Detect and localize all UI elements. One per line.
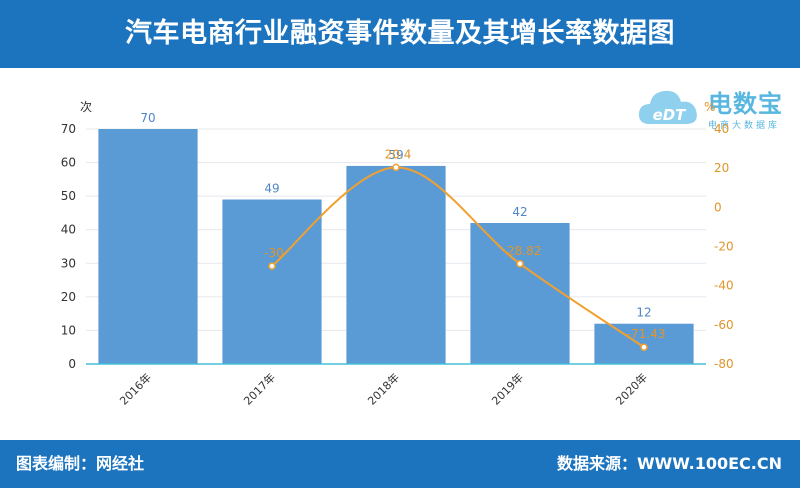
bar — [346, 165, 446, 364]
left-axis-unit: 次 — [80, 100, 92, 114]
right-tick-label: 0 — [714, 200, 722, 214]
x-tick-label: 2019年 — [489, 370, 526, 407]
growth-rate-label: 20.4 — [385, 147, 412, 161]
x-tick-label: 2016年 — [117, 370, 154, 407]
x-tick-label: 2017年 — [241, 370, 278, 407]
right-tick-label: 40 — [714, 122, 729, 136]
bar-layer: 70 49 59 42 12 — [98, 111, 694, 364]
growth-rate-point — [640, 343, 648, 351]
x-tick-label: 2018年 — [365, 370, 402, 407]
growth-rate-label: -30 — [264, 246, 284, 260]
left-tick-label: 10 — [61, 323, 76, 337]
left-tick-label: 0 — [68, 357, 76, 371]
logo-subtitle: 电商大数据库 — [708, 121, 781, 131]
bar — [222, 199, 322, 364]
footer-source-left: 图表编制：网经社 — [16, 454, 145, 473]
left-tick-label: 60 — [61, 156, 76, 170]
bar-value-label: 70 — [140, 111, 155, 125]
bar-value-label: 49 — [264, 182, 279, 196]
left-tick-label: 30 — [61, 256, 76, 270]
growth-rate-point — [392, 163, 400, 172]
chart-title: 汽车电商行业融资事件数量及其增长率数据图 — [125, 18, 675, 49]
bar-value-label: 59 — [388, 148, 403, 162]
header-bar — [0, 0, 800, 68]
bar — [98, 129, 198, 364]
cloud-logo-icon — [638, 90, 697, 124]
footer-bar: 图表编制：网经社 数据来源：WWW.100EC.CN — [0, 440, 800, 488]
left-tick-label: 70 — [61, 122, 76, 136]
bar — [470, 223, 570, 364]
footer-source-right: 数据来源：WWW.100EC.CN — [556, 454, 782, 473]
right-tick-label: -20 — [714, 240, 734, 254]
x-tick-label: 2020年 — [613, 370, 650, 407]
right-tick-label: -40 — [714, 279, 734, 293]
right-tick-label: -60 — [714, 318, 734, 332]
growth-rate-point — [516, 260, 524, 268]
growth-rate-label: -28.82 — [503, 244, 542, 258]
right-tick-label: 20 — [714, 161, 729, 175]
bar-value-label: 42 — [512, 205, 527, 219]
left-tick-label: 50 — [61, 189, 76, 203]
left-tick-label: 40 — [61, 223, 76, 237]
logo-cloud-text: eDT — [652, 106, 686, 124]
left-tick-label: 20 — [61, 290, 76, 304]
right-tick-label: -80 — [714, 357, 734, 371]
bar-value-label: 12 — [636, 306, 651, 320]
line-layer: -30 20.4 -28.82 -71.43 — [264, 147, 666, 351]
growth-rate-line — [271, 166, 645, 349]
growth-rate-label: -71.43 — [627, 327, 666, 341]
logo-name: 电数宝 — [708, 90, 783, 118]
growth-rate-point — [268, 262, 276, 270]
right-axis-unit: % — [704, 100, 715, 114]
